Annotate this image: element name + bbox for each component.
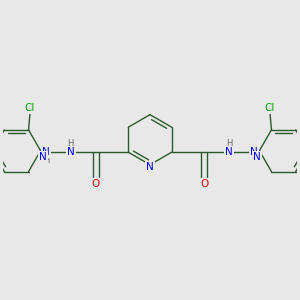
Text: N: N [250,147,258,157]
Text: N: N [42,147,50,157]
Text: O: O [92,179,100,189]
Text: H: H [68,140,74,148]
Text: N: N [67,147,75,157]
Text: N: N [39,152,47,162]
Text: Cl: Cl [25,103,35,113]
Text: H: H [226,140,232,148]
Text: N: N [253,152,261,162]
Text: H: H [43,156,49,165]
Text: O: O [200,179,208,189]
Text: N: N [146,162,154,172]
Text: Cl: Cl [265,103,275,113]
Text: H: H [251,156,257,165]
Text: N: N [225,147,233,157]
